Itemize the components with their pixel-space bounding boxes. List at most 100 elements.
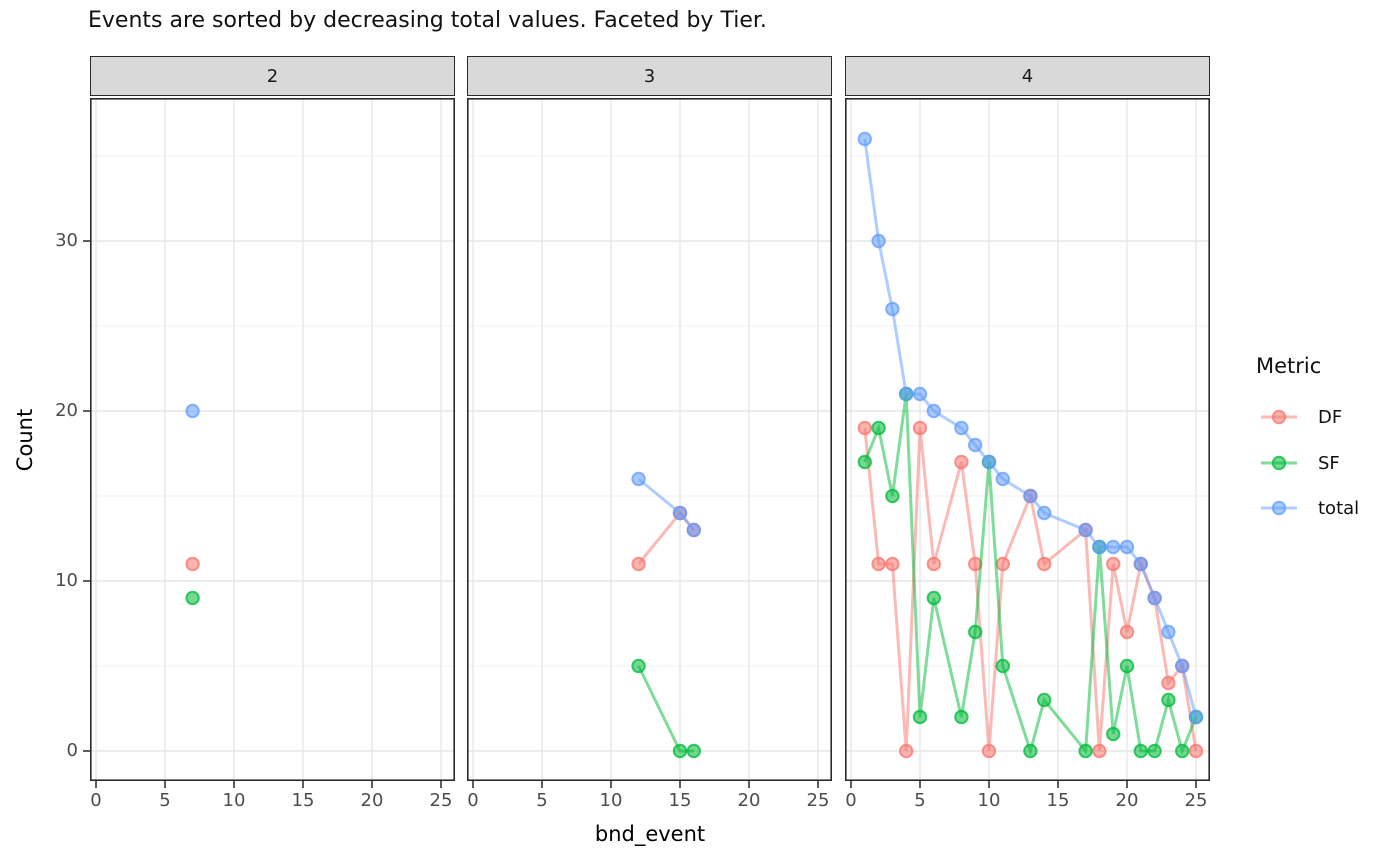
facet-strip: 2 xyxy=(90,56,455,96)
sf-point xyxy=(926,590,942,606)
sf-point xyxy=(1175,743,1190,759)
x-tick-label: 15 xyxy=(668,790,692,811)
y-tick-marks xyxy=(83,240,90,752)
total-point xyxy=(1092,539,1107,555)
total-point xyxy=(1023,488,1038,504)
facet-strip: 4 xyxy=(845,56,1210,96)
x-tick-label: 15 xyxy=(291,790,315,811)
total-point xyxy=(686,522,702,538)
sf-point xyxy=(1147,743,1162,759)
legend-entry-total: total xyxy=(1259,496,1359,520)
df-point xyxy=(885,556,900,572)
df-point xyxy=(631,556,646,572)
sf-point xyxy=(672,743,688,759)
total-point xyxy=(631,471,646,487)
legend-entry-df: DF xyxy=(1259,405,1342,429)
df-point xyxy=(1188,743,1204,759)
total-point xyxy=(1106,539,1121,555)
total-point xyxy=(885,301,900,317)
y-axis-title: Count xyxy=(13,408,37,472)
facet-panel xyxy=(467,98,832,788)
x-tick-label: 20 xyxy=(1115,790,1139,811)
total-point xyxy=(1078,522,1093,538)
df-point xyxy=(954,454,969,470)
x-tick-label: 10 xyxy=(977,790,1001,811)
df-point xyxy=(981,743,997,759)
total-point xyxy=(968,437,983,453)
df-point xyxy=(1092,743,1107,759)
total-point xyxy=(672,505,688,521)
legend-entry-sf: SF xyxy=(1259,451,1340,475)
total-point xyxy=(1037,505,1052,521)
sf-point xyxy=(1119,658,1135,674)
total-point xyxy=(926,403,942,419)
x-tick-label: 5 xyxy=(159,790,171,811)
chart-title: Events are sorted by decreasing total va… xyxy=(88,8,767,33)
panel-border xyxy=(90,98,455,782)
total-point xyxy=(1133,556,1148,572)
df-point xyxy=(1037,556,1052,572)
total-point xyxy=(1119,539,1135,555)
df-point xyxy=(926,556,942,572)
df-point xyxy=(995,556,1011,572)
sf-point xyxy=(686,743,702,759)
df-legend-key xyxy=(1261,409,1297,425)
y-tick-label: 20 xyxy=(55,400,78,421)
df-point xyxy=(185,556,200,572)
sf-point xyxy=(1023,743,1038,759)
total-point xyxy=(954,420,969,436)
total-point xyxy=(1161,624,1176,640)
x-axis-title: bnd_event xyxy=(594,822,706,846)
facet-panel xyxy=(90,98,455,788)
legend-label: total xyxy=(1318,497,1360,519)
x-tick-label: 10 xyxy=(222,790,246,811)
x-tick-label: 10 xyxy=(599,790,623,811)
total-point xyxy=(981,454,997,470)
facet-panel xyxy=(845,98,1210,788)
sf-point xyxy=(885,488,900,504)
x-tick-label: 20 xyxy=(360,790,384,811)
total-point xyxy=(899,386,914,402)
sf-point xyxy=(631,658,646,674)
x-tick-label: 5 xyxy=(914,790,926,811)
y-tick-label: 30 xyxy=(55,230,78,251)
sf-point xyxy=(1078,743,1093,759)
panel-border xyxy=(467,98,832,782)
total-point xyxy=(185,403,200,419)
df-point xyxy=(899,743,914,759)
df-point xyxy=(871,556,886,572)
panel-border xyxy=(845,98,1210,782)
facet-strip: 3 xyxy=(467,56,832,96)
x-tick-label: 25 xyxy=(806,790,830,811)
sf-point xyxy=(1161,692,1176,708)
total-point xyxy=(871,233,886,249)
sf-point xyxy=(1133,743,1148,759)
total-point xyxy=(912,386,928,402)
legend-label: DF xyxy=(1318,406,1343,428)
sf-point xyxy=(1037,692,1052,708)
total-point xyxy=(857,131,872,147)
x-tick-label: 0 xyxy=(90,790,102,811)
sf-point xyxy=(871,420,886,436)
x-tick-label: 25 xyxy=(429,790,453,811)
total-legend-key xyxy=(1261,500,1297,516)
x-tick-label: 5 xyxy=(536,790,548,811)
sf-point xyxy=(857,454,872,470)
df-point xyxy=(857,420,872,436)
x-tick-label: 15 xyxy=(1046,790,1070,811)
total-point xyxy=(995,471,1011,487)
sf-point xyxy=(995,658,1011,674)
y-tick-label: 10 xyxy=(55,570,78,591)
x-tick-label: 0 xyxy=(845,790,857,811)
sf-point xyxy=(185,590,200,606)
sf-point xyxy=(1106,726,1121,742)
total-point xyxy=(1188,709,1204,725)
sf-legend-key xyxy=(1261,455,1297,471)
df-point xyxy=(1106,556,1121,572)
sf-point xyxy=(968,624,983,640)
legend-title: Metric xyxy=(1256,354,1322,378)
total-point xyxy=(1147,590,1162,606)
df-point xyxy=(912,420,928,436)
sf-point xyxy=(954,709,969,725)
df-point xyxy=(1161,675,1176,691)
